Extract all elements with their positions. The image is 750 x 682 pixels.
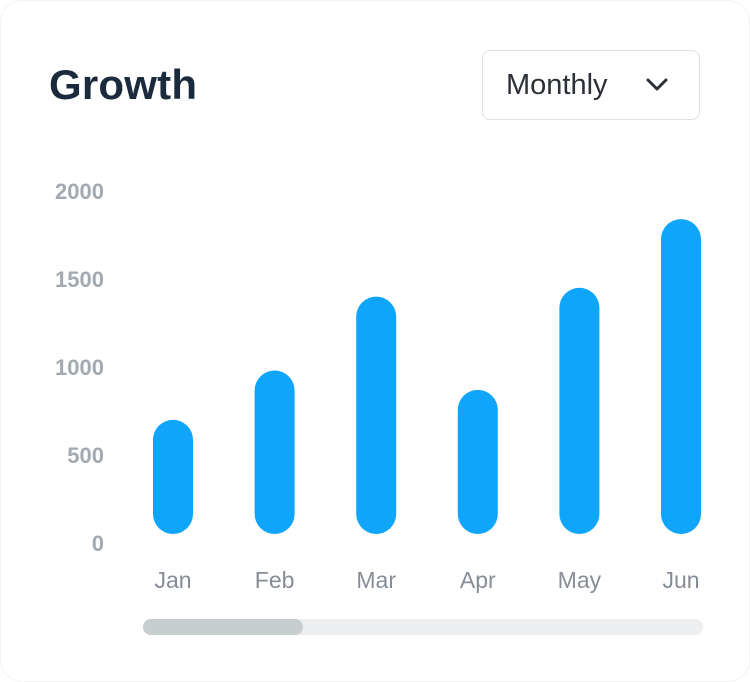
x-tick-label: Jan (154, 567, 191, 593)
x-tick-label: May (558, 567, 602, 593)
x-axis: Jan Feb Mar Apr May Jun (154, 567, 699, 593)
y-tick-label: 500 (67, 443, 104, 468)
chart-scrollbar-thumb[interactable] (143, 619, 303, 635)
bar-chart: 0 500 1000 1500 2000 Jan Feb Mar Apr May Jun (55, 179, 701, 593)
x-tick-label: Feb (255, 567, 295, 593)
bar-mar[interactable] (356, 296, 397, 534)
period-dropdown[interactable]: Monthly (482, 50, 700, 120)
y-tick-label: 1500 (55, 267, 104, 292)
bar-jun[interactable] (661, 219, 701, 534)
y-tick-label: 0 (92, 531, 104, 556)
bar-feb[interactable] (254, 370, 295, 534)
y-tick-label: 1000 (55, 355, 104, 380)
bars (153, 219, 701, 534)
x-tick-label: Apr (460, 567, 496, 593)
x-tick-label: Jun (662, 567, 699, 593)
bar-may[interactable] (559, 287, 600, 534)
bar-jan[interactable] (153, 419, 193, 534)
chevron-down-icon (646, 78, 668, 91)
chart-title: Growth (49, 61, 198, 108)
chart-scrollbar-track[interactable] (143, 619, 703, 635)
y-axis: 0 500 1000 1500 2000 (55, 179, 104, 556)
y-tick-label: 2000 (55, 179, 104, 204)
bar-apr[interactable] (457, 389, 498, 534)
x-tick-label: Mar (356, 567, 396, 593)
period-dropdown-value: Monthly (506, 69, 608, 101)
